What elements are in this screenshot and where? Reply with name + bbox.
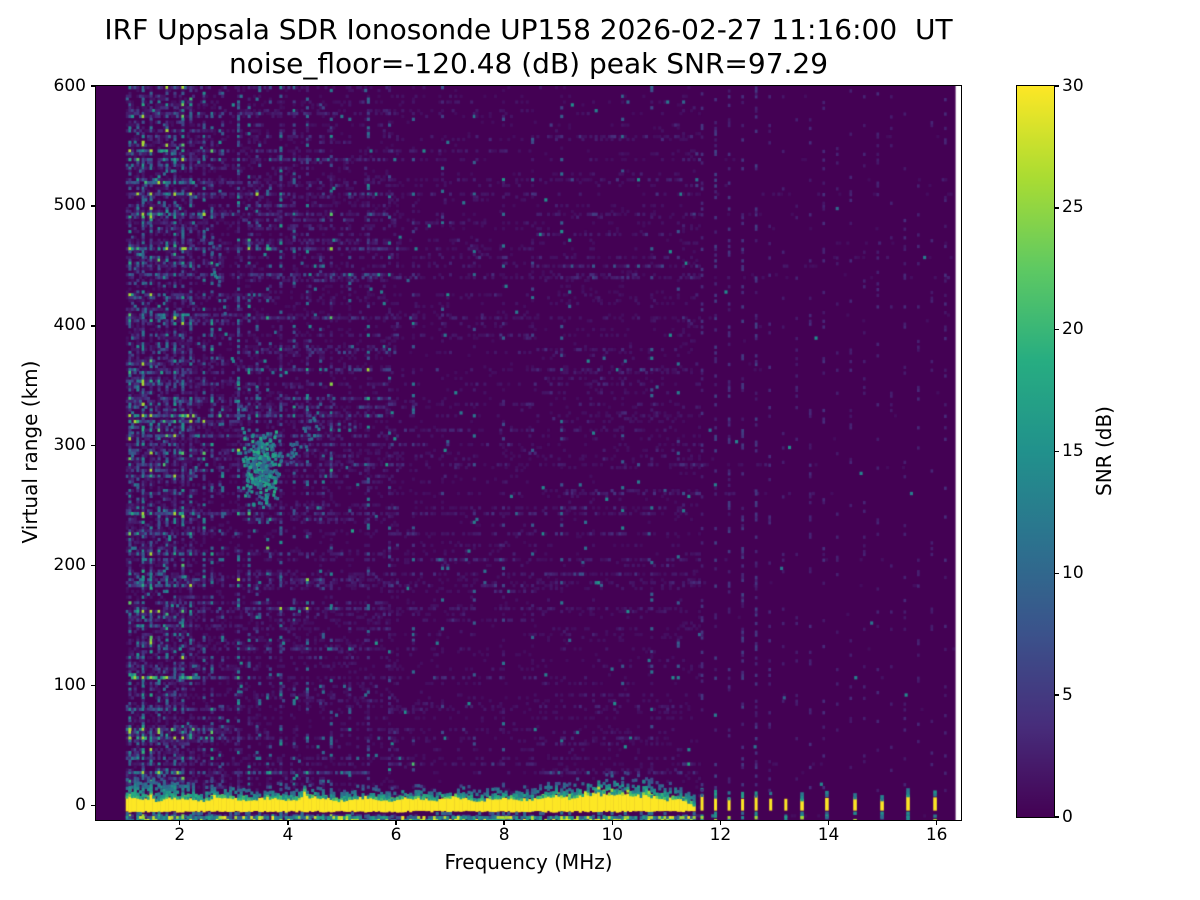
y-tick-mark xyxy=(91,804,95,807)
colorbar xyxy=(1016,85,1055,818)
x-axis-label: Frequency (MHz) xyxy=(444,850,613,874)
x-tick-mark xyxy=(179,821,181,825)
colorbar-tick-label: 15 xyxy=(1062,441,1084,461)
y-tick-label: 400 xyxy=(53,315,86,336)
y-tick-mark xyxy=(91,325,95,327)
plot-subtitle: noise_floor=-120.48 (dB) peak SNR=97.29 xyxy=(228,47,829,80)
y-tick-mark xyxy=(91,565,95,567)
colorbar-tick-label: 30 xyxy=(1062,75,1084,96)
x-tick-label: 10 xyxy=(601,825,624,845)
x-tick-label: 8 xyxy=(498,825,510,845)
plot-title: IRF Uppsala SDR Ionosonde UP158 2026-02-… xyxy=(104,13,953,46)
colorbar-tick-label: 5 xyxy=(1062,684,1073,705)
x-tick-mark xyxy=(827,821,830,825)
x-tick-label: 16 xyxy=(925,825,948,845)
y-tick-label: 600 xyxy=(53,75,86,96)
x-tick-mark xyxy=(611,821,613,825)
x-tick-label: 14 xyxy=(817,825,840,845)
x-tick-mark xyxy=(503,821,505,825)
x-tick-label: 12 xyxy=(709,825,732,845)
colorbar-tick-label: 0 xyxy=(1062,806,1073,827)
x-tick-label: 6 xyxy=(390,825,402,845)
y-tick-label: 200 xyxy=(53,555,86,576)
y-tick-label: 0 xyxy=(75,795,86,816)
colorbar-tick-mark xyxy=(1055,694,1059,696)
x-tick-label: 4 xyxy=(282,825,294,845)
x-tick-mark xyxy=(287,821,289,825)
x-tick-mark xyxy=(395,821,397,825)
colorbar-tick-label: 10 xyxy=(1062,562,1084,583)
y-tick-mark xyxy=(91,205,95,207)
y-tick-mark xyxy=(91,445,95,447)
colorbar-tick-mark xyxy=(1055,450,1059,453)
colorbar-label: SNR (dB) xyxy=(1092,406,1116,496)
colorbar-tick-label: 20 xyxy=(1062,319,1084,340)
colorbar-tick-mark xyxy=(1055,207,1059,209)
colorbar-tick-mark xyxy=(1055,572,1059,575)
y-tick-mark xyxy=(91,684,95,687)
plot-area xyxy=(95,85,962,821)
colorbar-tick-mark xyxy=(1055,85,1059,87)
y-tick-label: 100 xyxy=(53,675,86,696)
y-tick-mark xyxy=(91,85,95,87)
colorbar-tick-mark xyxy=(1055,328,1059,331)
ionogram-heatmap xyxy=(96,86,961,820)
x-tick-mark xyxy=(935,821,938,825)
x-tick-mark xyxy=(719,821,722,825)
y-tick-label: 300 xyxy=(53,435,86,456)
y-tick-label: 500 xyxy=(53,195,86,216)
colorbar-tick-mark xyxy=(1055,816,1059,818)
x-tick-label: 2 xyxy=(174,825,186,845)
colorbar-tick-label: 25 xyxy=(1062,197,1084,218)
